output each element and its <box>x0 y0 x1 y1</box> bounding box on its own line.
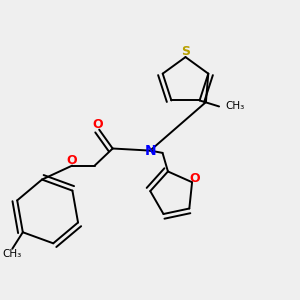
Text: O: O <box>66 154 77 167</box>
Text: CH₃: CH₃ <box>225 101 244 112</box>
Text: O: O <box>92 118 103 131</box>
Text: N: N <box>144 144 156 158</box>
Text: O: O <box>189 172 200 184</box>
Text: S: S <box>181 45 190 58</box>
Text: CH₃: CH₃ <box>3 249 22 259</box>
